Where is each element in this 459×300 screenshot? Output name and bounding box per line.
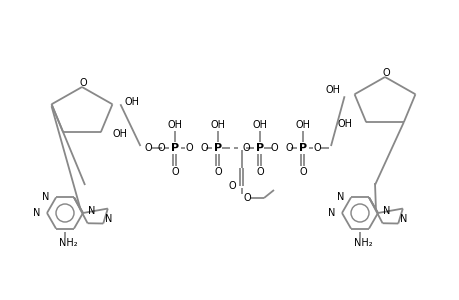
- Text: OH: OH: [295, 120, 310, 130]
- Text: O: O: [185, 143, 192, 153]
- Text: O: O: [313, 143, 320, 153]
- Text: O: O: [228, 181, 235, 191]
- Text: O: O: [298, 167, 306, 177]
- Text: P: P: [213, 143, 222, 153]
- Text: O: O: [200, 143, 207, 153]
- Text: OH: OH: [252, 120, 267, 130]
- Text: NH₂: NH₂: [59, 238, 77, 248]
- Text: O: O: [243, 193, 250, 203]
- Text: O: O: [241, 143, 249, 153]
- Text: OH: OH: [167, 120, 182, 130]
- Text: O: O: [269, 143, 277, 153]
- Text: N: N: [88, 206, 95, 216]
- Text: O: O: [285, 143, 292, 153]
- Text: OH: OH: [336, 119, 352, 129]
- Text: O: O: [144, 143, 152, 153]
- Text: O: O: [214, 167, 221, 177]
- Text: N: N: [33, 208, 40, 218]
- Text: P: P: [171, 143, 179, 153]
- Text: OH: OH: [112, 129, 128, 139]
- Text: P: P: [298, 143, 307, 153]
- Text: N: N: [336, 192, 343, 203]
- Text: O: O: [381, 68, 389, 78]
- Text: P: P: [255, 143, 263, 153]
- Text: N: N: [382, 206, 390, 216]
- Text: O: O: [171, 167, 179, 177]
- Text: N: N: [399, 214, 407, 224]
- Text: OH: OH: [325, 85, 340, 95]
- Text: OH: OH: [210, 120, 225, 130]
- Text: N: N: [41, 192, 49, 203]
- Text: O: O: [256, 167, 263, 177]
- Text: N: N: [105, 214, 112, 224]
- Text: NH₂: NH₂: [353, 238, 371, 248]
- Text: O: O: [157, 143, 164, 153]
- Text: O: O: [79, 78, 87, 88]
- Text: N: N: [327, 208, 334, 218]
- Text: OH: OH: [124, 97, 139, 107]
